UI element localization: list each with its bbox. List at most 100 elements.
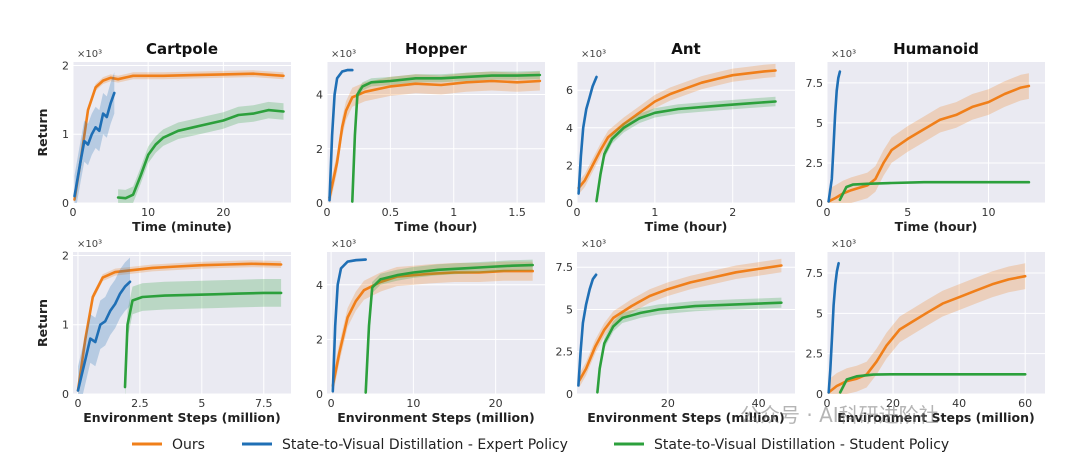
series-band xyxy=(352,70,540,203)
series-group xyxy=(827,260,1027,394)
x-axis-label: Time (hour) xyxy=(895,219,978,234)
y-tick-label: 5 xyxy=(816,117,823,130)
x-tick-label: 10 xyxy=(141,206,155,219)
series-line xyxy=(838,372,1027,394)
y-axis-label: Return xyxy=(35,108,50,156)
y-multiplier-label: ×10³ xyxy=(77,49,102,60)
x-tick-label: 0 xyxy=(328,397,335,410)
x-tick-label: 2 xyxy=(729,206,736,219)
x-axis-label: Time (minute) xyxy=(132,219,232,234)
x-tick-label: 20 xyxy=(661,397,675,410)
x-tick-label: 1 xyxy=(651,206,658,219)
series-line xyxy=(827,84,1031,203)
y-tick-label: 2 xyxy=(566,159,573,172)
series-band xyxy=(332,261,533,394)
x-tick-label: 40 xyxy=(752,397,766,410)
y-axis-label: Return xyxy=(35,299,50,347)
series-line xyxy=(364,263,535,394)
plot-area xyxy=(327,252,545,394)
x-tick-label: 2.5 xyxy=(131,397,149,410)
y-multiplier-label: ×10³ xyxy=(331,49,356,60)
x-tick-label: 5 xyxy=(904,206,911,219)
series-group xyxy=(76,257,283,394)
x-axis-label: Environment Steps (million) xyxy=(83,410,281,425)
chart-panel: 0 0.5 1 1.5 0 2 4 ×10³ Hopper Time (hour) xyxy=(316,40,545,234)
panel-title: Hopper xyxy=(405,40,468,58)
y-tick-label: 2.5 xyxy=(806,157,824,170)
y-tick-label: 0 xyxy=(316,388,323,401)
legend: Ours State-to-Visual Distillation - Exper… xyxy=(132,437,949,453)
x-tick-label: 0 xyxy=(824,397,831,410)
series-band xyxy=(78,257,130,394)
series-line xyxy=(577,264,783,382)
x-tick-label: 20 xyxy=(886,397,900,410)
chart-panel: 0 20 40 60 0 2.5 5 7.5 ×10³ Environment Steps (mi… xyxy=(806,239,1045,425)
y-tick-label: 0 xyxy=(316,197,323,210)
watermark-text: 公众号 · AI科研进阶社 xyxy=(740,403,939,427)
x-tick-label: 1 xyxy=(450,206,457,219)
series-line xyxy=(596,301,783,394)
x-tick-label: 0 xyxy=(74,397,81,410)
series-line xyxy=(328,68,354,202)
panel-title: Humanoid xyxy=(893,40,979,58)
y-tick-label: 2 xyxy=(62,249,69,262)
x-axis-label: Environment Steps (million) xyxy=(587,410,785,425)
y-multiplier-label: ×10³ xyxy=(331,239,356,250)
x-tick-label: 10 xyxy=(406,397,420,410)
y-tick-label: 2.5 xyxy=(806,348,824,361)
series-line xyxy=(827,261,840,394)
y-multiplier-label: ×10³ xyxy=(77,239,102,250)
series-group xyxy=(827,69,1031,203)
legend-label: State-to-Visual Distillation - Student P… xyxy=(654,437,949,453)
y-tick-label: 0 xyxy=(62,388,69,401)
y-tick-label: 2.5 xyxy=(556,346,574,359)
x-tick-label: 0 xyxy=(70,206,77,219)
series-line xyxy=(331,258,368,393)
y-tick-label: 4 xyxy=(566,122,573,135)
chart-panel: 0 1 2 0 2 4 6 ×10³ Ant Time (hour) xyxy=(566,40,795,234)
y-tick-label: 2 xyxy=(316,143,323,156)
y-tick-label: 2 xyxy=(62,59,69,72)
y-tick-label: 4 xyxy=(316,279,323,292)
series-line xyxy=(123,291,283,389)
chart-panel: 0 10 20 0 2 4 ×10³ Environment Steps (million) xyxy=(316,239,545,425)
x-tick-label: 0 xyxy=(574,206,581,219)
y-tick-label: 0 xyxy=(816,197,823,210)
x-tick-label: 10 xyxy=(981,206,995,219)
y-tick-label: 7.5 xyxy=(806,77,824,90)
plot-area xyxy=(827,252,1045,394)
x-tick-label: 20 xyxy=(216,206,230,219)
series-line xyxy=(116,108,285,200)
y-tick-label: 0 xyxy=(566,197,573,210)
series-group xyxy=(328,68,542,203)
y-tick-label: 7.5 xyxy=(806,267,824,280)
y-tick-label: 0 xyxy=(566,388,573,401)
chart-panel: 0 5 10 0 2.5 5 7.5 ×10³ Humanoid Time (hour) xyxy=(806,40,1045,234)
series-line xyxy=(577,69,777,190)
y-tick-label: 0 xyxy=(62,197,69,210)
series-line xyxy=(76,262,283,392)
x-tick-label: 40 xyxy=(952,397,966,410)
series-line xyxy=(595,100,777,203)
y-tick-label: 6 xyxy=(566,84,573,97)
x-tick-label: 60 xyxy=(1018,397,1032,410)
chart-panel: 0 2.5 5 7.5 0 1 2 ×10³ Environment Steps (millio… xyxy=(35,239,291,425)
series-line xyxy=(328,79,542,199)
series-line xyxy=(577,75,598,195)
y-tick-label: 1 xyxy=(62,128,69,141)
y-multiplier-label: ×10³ xyxy=(831,239,856,250)
x-tick-label: 7.5 xyxy=(255,397,273,410)
legend-item: State-to-Visual Distillation - Student P… xyxy=(614,437,949,453)
series-line xyxy=(350,73,542,203)
y-tick-label: 7.5 xyxy=(556,261,574,274)
series-band xyxy=(329,71,540,203)
x-tick-label: 0 xyxy=(324,206,331,219)
series-line xyxy=(838,180,1031,202)
y-tick-label: 5 xyxy=(816,307,823,320)
series-group xyxy=(73,70,285,203)
chart-panel: 20 40 0 2.5 5 7.5 ×10³ Environment Steps (milli… xyxy=(556,239,795,425)
y-tick-label: 1 xyxy=(62,319,69,332)
y-multiplier-label: ×10³ xyxy=(831,49,856,60)
plot-area xyxy=(827,62,1045,203)
x-tick-label: 5 xyxy=(198,397,205,410)
